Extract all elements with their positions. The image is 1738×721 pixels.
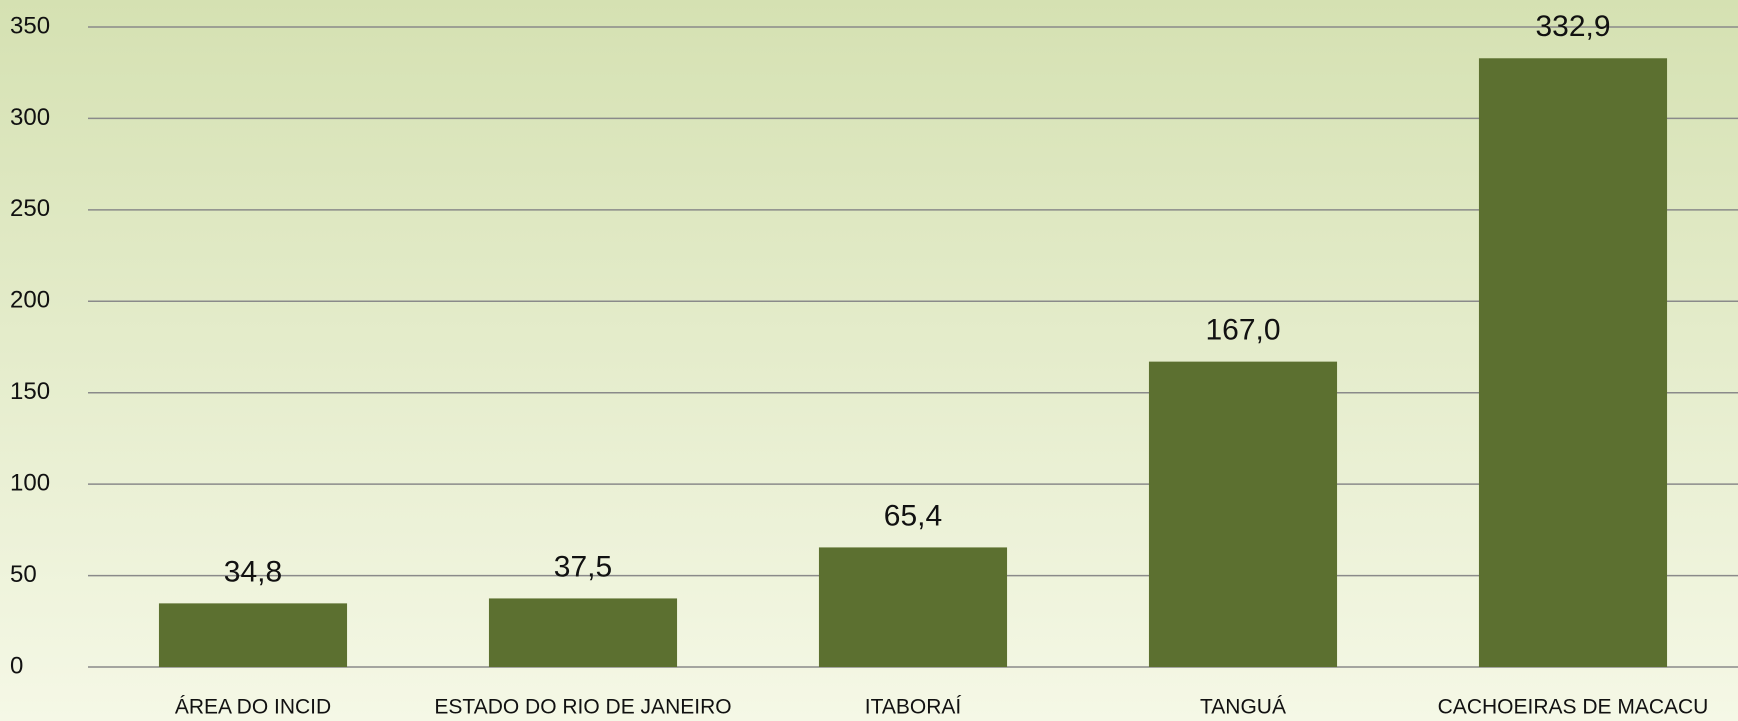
- y-tick-label: 100: [10, 469, 50, 496]
- bar: [158, 603, 348, 667]
- data-label: 34,8: [224, 555, 282, 588]
- y-tick-label: 300: [10, 104, 50, 131]
- bar: [488, 598, 678, 667]
- bar: [1478, 58, 1668, 668]
- x-tick-label: ESTADO DO RIO DE JANEIRO: [434, 696, 731, 719]
- y-tick-label: 250: [10, 195, 50, 222]
- x-tick-label: ITABORAÍ: [865, 696, 962, 719]
- y-tick-label: 50: [10, 561, 37, 588]
- y-tick-label: 200: [10, 287, 50, 314]
- bar: [1148, 361, 1338, 667]
- x-tick-label: CACHOEIRAS DE MACACU: [1438, 696, 1709, 719]
- x-tick-label: TANGUÁ: [1200, 696, 1286, 719]
- y-tick-label: 150: [10, 378, 50, 405]
- data-label: 167,0: [1205, 314, 1280, 347]
- y-tick-label: 350: [10, 12, 50, 39]
- bar: [818, 547, 1008, 667]
- y-tick-label: 0: [10, 652, 23, 679]
- x-tick-label: ÁREA DO INCID: [175, 696, 331, 719]
- data-label: 332,9: [1535, 10, 1610, 43]
- data-label: 37,5: [554, 550, 612, 583]
- data-label: 65,4: [884, 499, 942, 532]
